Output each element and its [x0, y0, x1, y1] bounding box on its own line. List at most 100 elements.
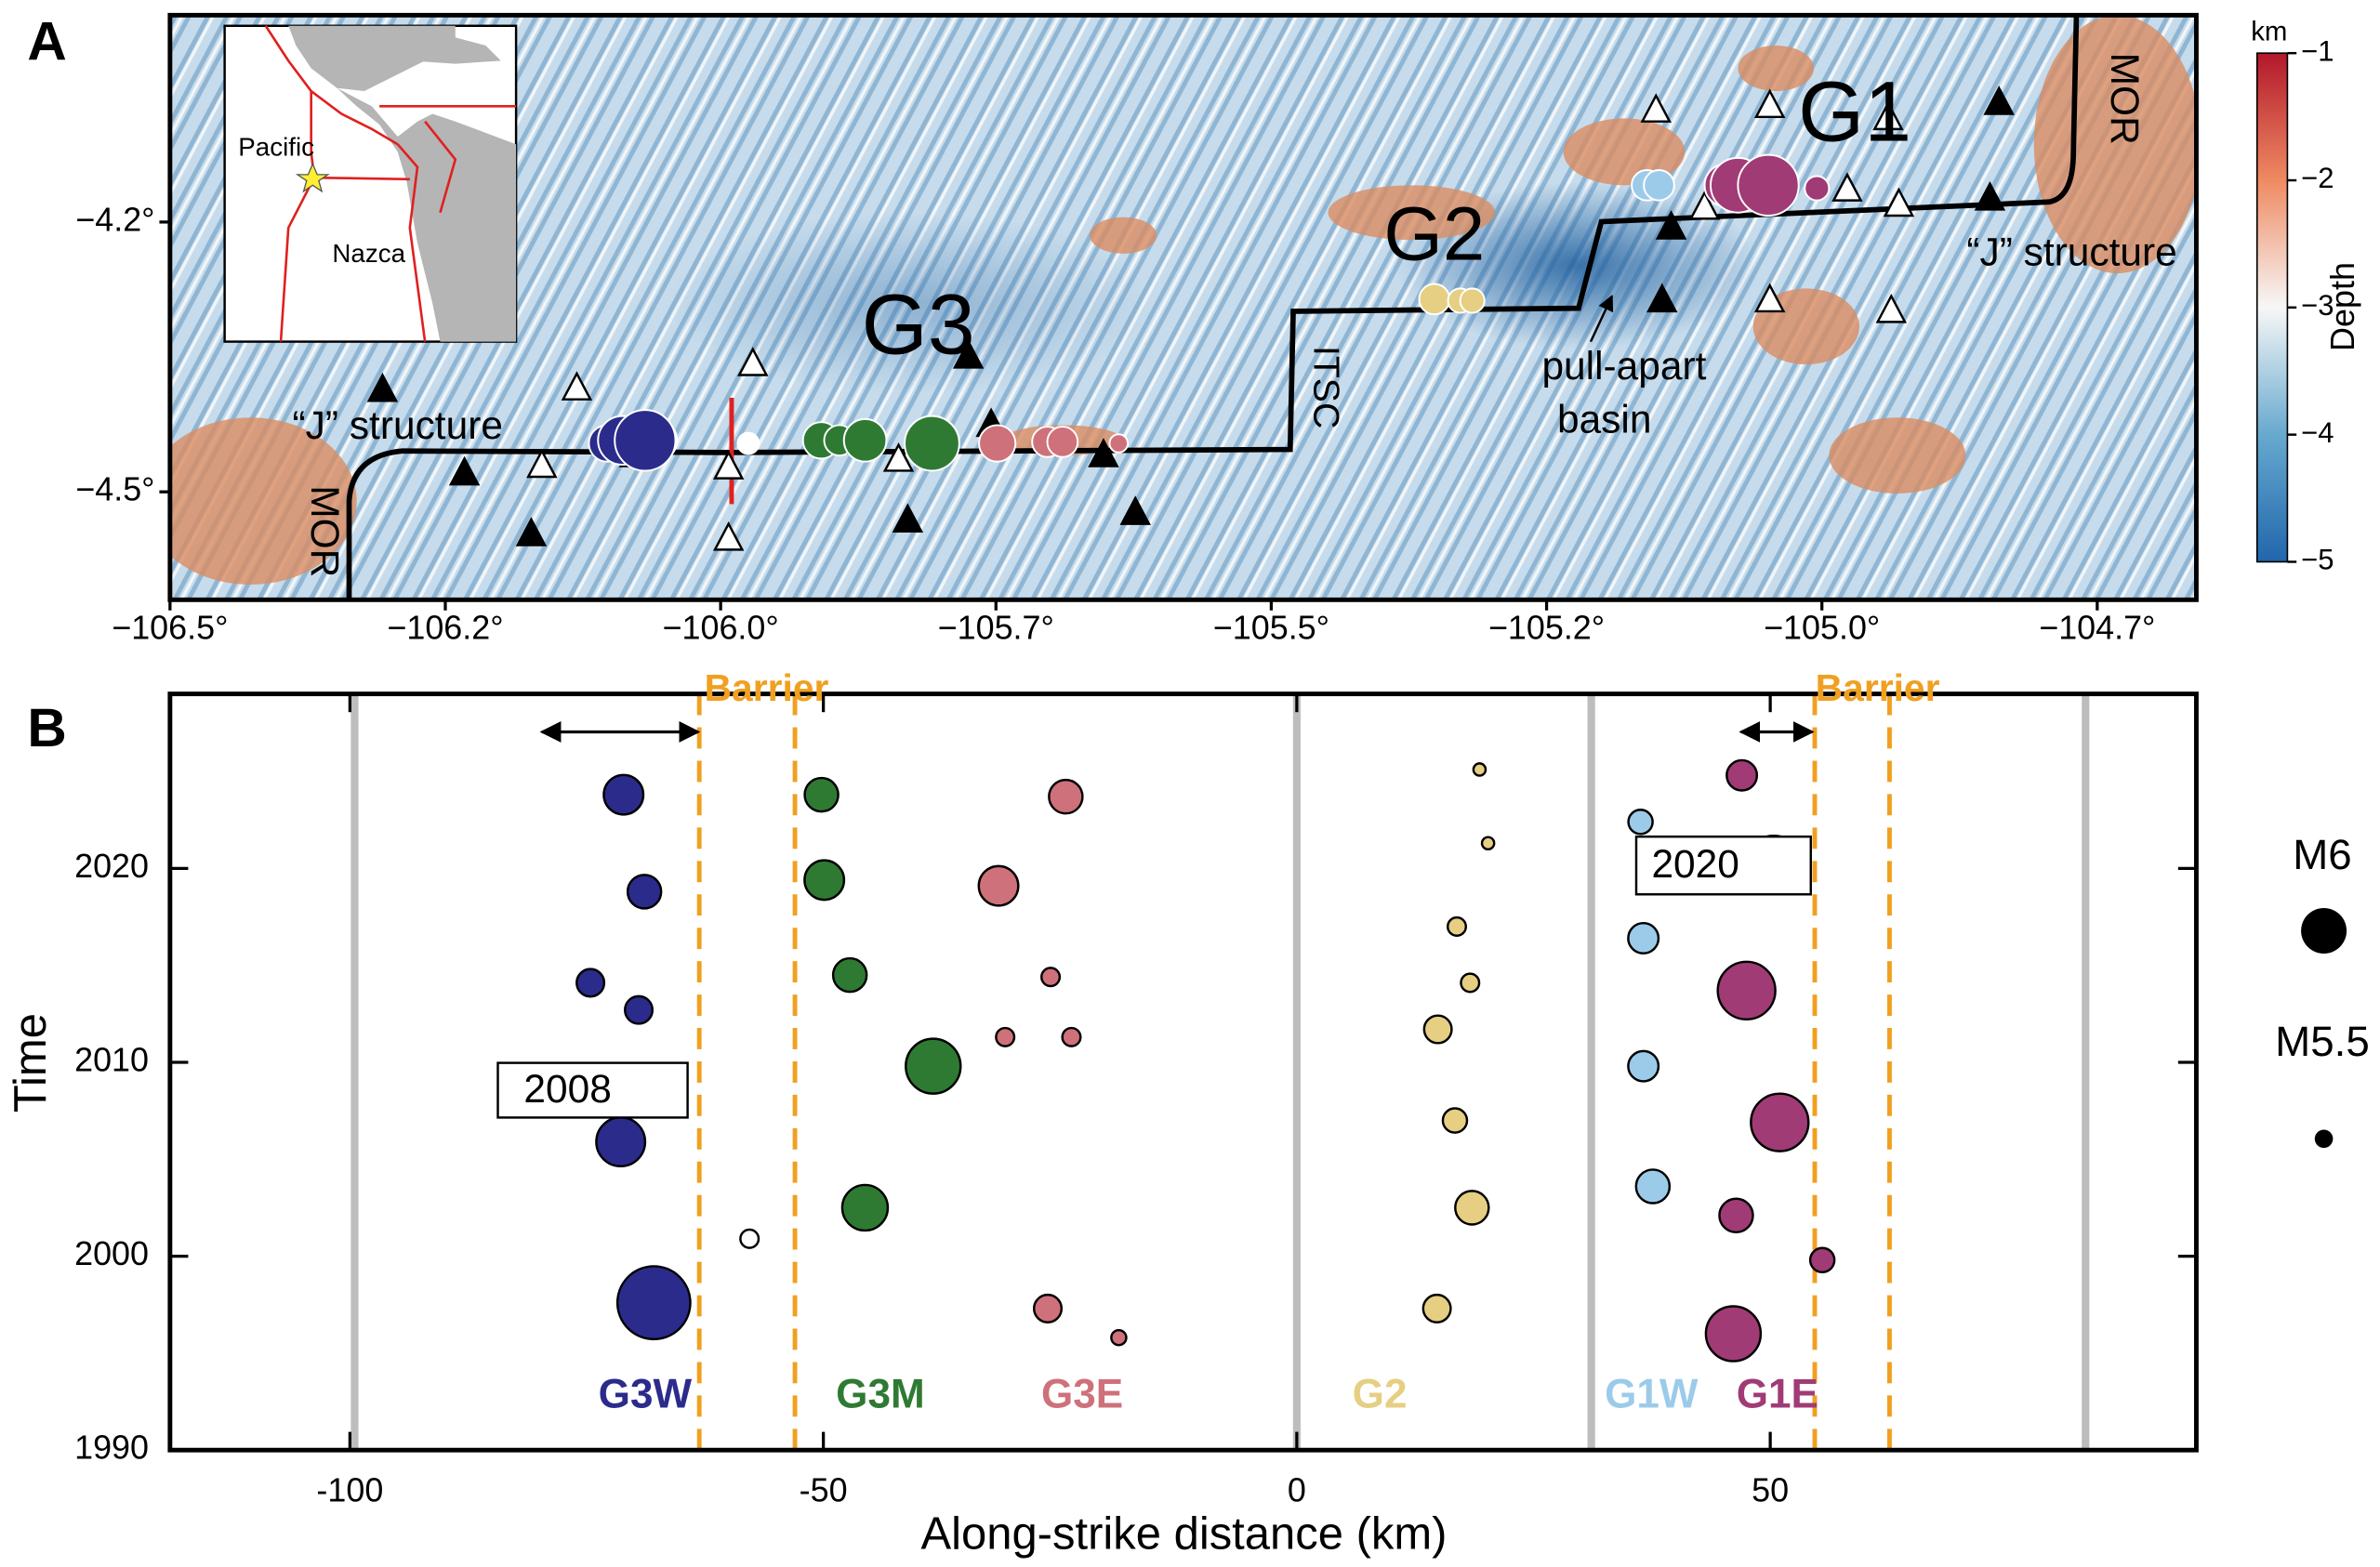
event-point	[803, 776, 840, 813]
annotation-box	[1634, 835, 1812, 896]
map-event	[842, 417, 888, 463]
group-label: G1E	[1737, 1372, 1818, 1417]
group-label: G3W	[599, 1372, 693, 1417]
volcano-filled	[448, 455, 481, 486]
map-label: pull-apart	[1541, 344, 1706, 388]
annotation-box	[496, 1061, 689, 1119]
annotation: 2020	[1651, 842, 1739, 886]
map-event	[1643, 168, 1675, 202]
map-event	[978, 424, 1017, 463]
event-point	[831, 956, 868, 994]
colorbar	[2255, 52, 2289, 563]
volcano-hollow	[526, 448, 558, 479]
event-point	[1454, 1190, 1490, 1226]
event-point	[803, 859, 846, 902]
colorbar-tick-label: −3	[2301, 289, 2334, 322]
group-label: G3M	[836, 1372, 925, 1417]
event-point	[1472, 762, 1488, 777]
plot-frame	[167, 691, 2199, 1453]
group-label: G1W	[1605, 1372, 1699, 1417]
volcano-hollow	[1872, 100, 1904, 131]
volcano-filled	[1983, 86, 2015, 115]
event-point	[1480, 836, 1496, 851]
event-point	[1446, 915, 1468, 937]
volcano-hollow	[712, 521, 745, 551]
event-point	[1634, 1168, 1672, 1205]
event-point	[1808, 1246, 1836, 1274]
x-tick-label: −105.5°	[1213, 608, 1329, 646]
inset-label: Pacific	[238, 132, 314, 161]
y-axis-label: Time	[6, 1013, 56, 1113]
colorbar-tick-label: −1	[2301, 34, 2334, 67]
map-event	[736, 431, 760, 455]
x-axis-label: Along-strike distance (km)	[920, 1508, 1447, 1559]
map-label: ITSC	[1305, 346, 1345, 428]
volcano-filled	[1655, 210, 1687, 240]
event-point	[905, 1037, 962, 1095]
volcano-hollow	[561, 371, 593, 401]
event-point	[575, 968, 606, 998]
map-label: MOR	[303, 485, 347, 577]
y-tick-label: 2000	[74, 1234, 149, 1272]
y-tick-label: 2020	[74, 847, 149, 885]
event-point	[1750, 1092, 1810, 1152]
event-point	[995, 1026, 1016, 1047]
map-event	[1804, 175, 1831, 202]
map-label: basin	[1557, 397, 1651, 441]
volcano-filled	[1088, 438, 1119, 467]
x-tick-label: 50	[1752, 1470, 1789, 1508]
event-point	[1032, 1293, 1064, 1323]
x-tick-label: −105.2°	[1488, 608, 1605, 646]
event-point	[1704, 1305, 1763, 1363]
inset-map	[223, 24, 518, 343]
map-event	[1046, 426, 1079, 458]
map-event	[1737, 153, 1800, 217]
volcano-filled	[515, 517, 548, 546]
map-label: “J” structure	[1966, 230, 2176, 274]
event-point	[1040, 967, 1062, 988]
barrier-label: Barrier	[705, 666, 829, 709]
y-tick-label: −4.5°	[75, 470, 154, 508]
size-legend-marker	[2314, 1129, 2334, 1149]
x-tick-label: 0	[1288, 1470, 1306, 1508]
y-tick-label: 2010	[74, 1040, 149, 1078]
event-point	[595, 1116, 647, 1168]
group-label: G2	[1353, 1372, 1408, 1417]
event-point	[615, 1265, 692, 1341]
event-point	[626, 874, 663, 910]
colorbar-tick-label: −2	[2301, 162, 2334, 194]
x-tick-label: −104.7°	[2039, 608, 2155, 646]
event-point	[1627, 1049, 1660, 1083]
event-point	[1441, 1107, 1469, 1134]
volcano-filled	[1646, 283, 1678, 313]
volcano-filled	[366, 372, 399, 402]
event-point	[1048, 778, 1084, 815]
event-point	[739, 1228, 760, 1249]
inset-label: Nazca	[332, 239, 405, 268]
event-point	[1422, 1014, 1453, 1045]
panel-label: A	[27, 12, 66, 72]
annotation: 2008	[523, 1067, 611, 1111]
volcano-hollow	[737, 347, 769, 376]
map-label: “J” structure	[293, 403, 503, 447]
volcano-hollow	[1753, 283, 1786, 313]
event-point	[1460, 972, 1481, 994]
x-tick-label: −106.2°	[387, 608, 503, 646]
volcano-hollow	[1883, 187, 1915, 217]
x-tick-label: −105.0°	[1764, 608, 1880, 646]
event-point	[840, 1183, 890, 1232]
map-arrow	[1589, 295, 1614, 343]
x-tick-label: −106.0°	[663, 608, 779, 646]
map-frame	[167, 12, 2199, 602]
event-point	[1716, 960, 1777, 1021]
map-event	[1108, 433, 1130, 454]
event-point	[1421, 1293, 1452, 1323]
volcano-filled	[892, 503, 924, 533]
plot-background	[169, 693, 2197, 1451]
volcano-hollow	[1875, 293, 1908, 323]
size-legend-label: M6	[2293, 831, 2351, 878]
event-point	[623, 994, 654, 1025]
x-tick-label: -50	[800, 1470, 848, 1508]
